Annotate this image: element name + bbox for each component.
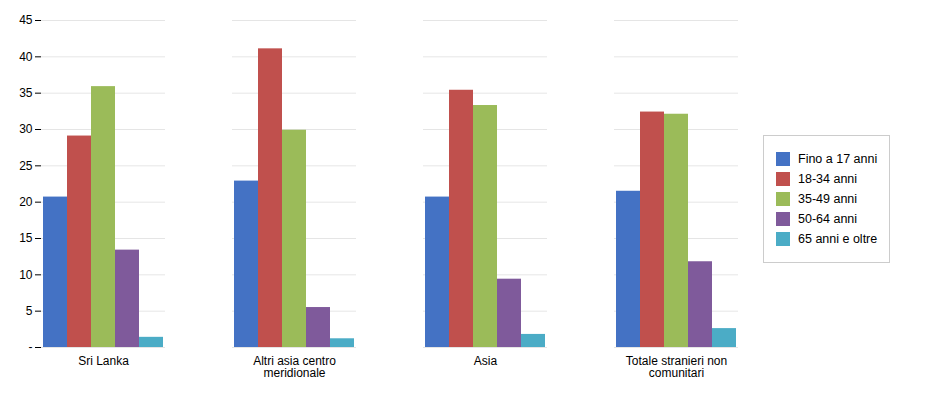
- svg-text:30: 30: [19, 122, 33, 136]
- svg-text:45: 45: [19, 13, 33, 27]
- html-text:Fino a 17 anni: Fino a 17 anni: [798, 151, 878, 166]
- svg-text:20: 20: [19, 195, 33, 209]
- svg-text:35: 35: [19, 86, 33, 100]
- svg-text:40: 40: [19, 50, 33, 64]
- svg-text:Totale stranieri noncomunitari: Totale stranieri noncomunitari: [626, 354, 727, 380]
- svg-text:10: 10: [19, 268, 33, 282]
- svg-text:5: 5: [26, 304, 33, 318]
- html-text:65 anni e oltre: 65 anni e oltre: [798, 231, 878, 246]
- html-text:35-49 anni: 35-49 anni: [798, 191, 858, 206]
- svg-text:Asia: Asia: [474, 354, 498, 368]
- svg-text:15: 15: [19, 231, 33, 245]
- html-text:18-34 anni: 18-34 anni: [798, 171, 858, 186]
- svg-text:25: 25: [19, 159, 33, 173]
- html-text:50-64 anni: 50-64 anni: [798, 211, 858, 226]
- svg-text:-: -: [29, 340, 33, 354]
- svg-text:Sri Lanka: Sri Lanka: [78, 354, 129, 368]
- svg-text:Altri asia centromeridionale: Altri asia centromeridionale: [253, 354, 336, 380]
